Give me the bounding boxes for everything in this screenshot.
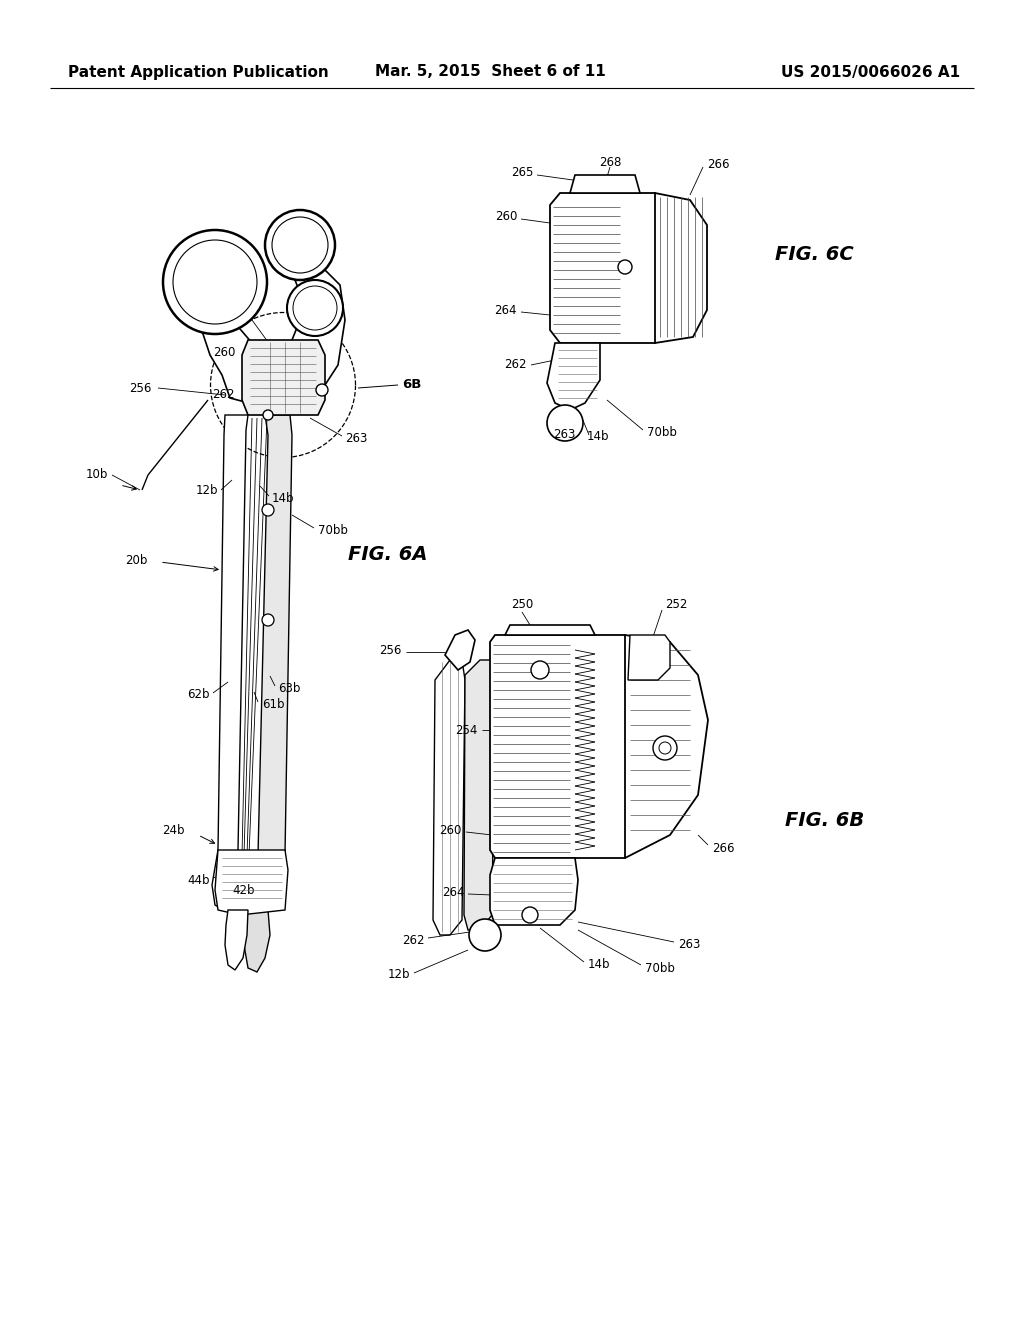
Text: 262: 262 (505, 359, 527, 371)
Text: 24b: 24b (163, 824, 185, 837)
Polygon shape (625, 635, 708, 858)
Text: 70bb: 70bb (318, 524, 348, 536)
Text: 260: 260 (495, 210, 517, 223)
Text: 254: 254 (456, 723, 478, 737)
Polygon shape (433, 660, 465, 935)
Text: 70bb: 70bb (647, 426, 677, 440)
Circle shape (659, 742, 671, 754)
Text: 250: 250 (225, 312, 248, 325)
Text: 263: 263 (678, 939, 700, 952)
Polygon shape (550, 193, 665, 343)
Text: 6B: 6B (402, 379, 421, 392)
Polygon shape (570, 176, 640, 193)
Polygon shape (200, 315, 268, 403)
Text: Mar. 5, 2015  Sheet 6 of 11: Mar. 5, 2015 Sheet 6 of 11 (375, 65, 605, 79)
Text: 63b: 63b (278, 681, 300, 694)
Circle shape (618, 260, 632, 275)
Circle shape (316, 384, 328, 396)
Text: 62b: 62b (187, 689, 210, 701)
Circle shape (531, 661, 549, 678)
Text: 263: 263 (553, 429, 575, 441)
Polygon shape (547, 343, 600, 411)
Text: 12b: 12b (387, 969, 410, 982)
Text: 265: 265 (511, 166, 534, 180)
Circle shape (293, 286, 337, 330)
Circle shape (287, 280, 343, 337)
Text: 268: 268 (599, 157, 622, 169)
Polygon shape (285, 257, 345, 395)
Polygon shape (464, 660, 495, 931)
Circle shape (262, 614, 274, 626)
Circle shape (469, 919, 501, 950)
Circle shape (262, 504, 274, 516)
Polygon shape (244, 909, 270, 972)
Circle shape (173, 240, 257, 323)
Text: 262: 262 (402, 933, 425, 946)
Text: 266: 266 (707, 158, 729, 172)
Polygon shape (445, 630, 475, 671)
Polygon shape (248, 414, 292, 909)
Text: 256: 256 (130, 381, 152, 395)
Text: FIG. 6B: FIG. 6B (785, 810, 864, 829)
Text: 44b: 44b (187, 874, 210, 887)
Text: 262: 262 (213, 388, 234, 401)
Circle shape (547, 405, 583, 441)
Circle shape (163, 230, 267, 334)
Text: 264: 264 (442, 886, 465, 899)
Text: FIG. 6A: FIG. 6A (348, 545, 428, 565)
Circle shape (265, 210, 335, 280)
Text: 256: 256 (380, 644, 402, 656)
Text: 264: 264 (495, 304, 517, 317)
Polygon shape (628, 635, 670, 680)
Text: 12b: 12b (196, 483, 218, 496)
Polygon shape (505, 624, 595, 635)
Text: 260: 260 (439, 824, 462, 837)
Text: 42b: 42b (232, 883, 255, 896)
Polygon shape (490, 635, 630, 858)
Polygon shape (215, 850, 288, 915)
Text: 70bb: 70bb (645, 961, 675, 974)
Polygon shape (490, 858, 578, 925)
Polygon shape (242, 341, 325, 414)
Text: 10b: 10b (86, 469, 108, 482)
Text: 266: 266 (712, 842, 734, 854)
Circle shape (272, 216, 328, 273)
Circle shape (653, 737, 677, 760)
Text: US 2015/0066026 A1: US 2015/0066026 A1 (781, 65, 961, 79)
Text: 252: 252 (665, 598, 687, 611)
Text: 61b: 61b (262, 698, 285, 711)
Text: 260: 260 (213, 346, 234, 359)
Circle shape (263, 411, 273, 420)
Text: 263: 263 (345, 432, 368, 445)
Text: FIG. 6C: FIG. 6C (775, 246, 854, 264)
Circle shape (522, 907, 538, 923)
Text: 14b: 14b (588, 958, 610, 972)
Text: 20b: 20b (126, 553, 148, 566)
Text: Patent Application Publication: Patent Application Publication (68, 65, 329, 79)
Polygon shape (225, 909, 248, 970)
Polygon shape (655, 193, 707, 343)
Text: 14b: 14b (272, 491, 295, 504)
Text: 14b: 14b (587, 430, 609, 444)
Polygon shape (212, 414, 248, 909)
Text: 250: 250 (511, 598, 534, 611)
